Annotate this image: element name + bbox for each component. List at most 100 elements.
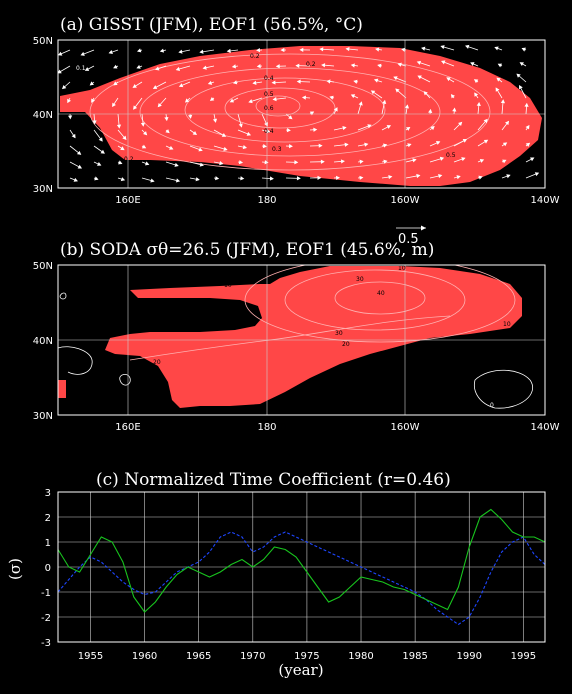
wind-vector-head	[209, 96, 215, 101]
wind-vector-head	[219, 161, 224, 166]
wind-vector-head	[89, 81, 94, 86]
wind-vector-head	[350, 63, 355, 68]
wind-vector-head	[516, 73, 521, 78]
x-tick-label: 1975	[294, 651, 319, 662]
wind-vector-head	[256, 48, 261, 53]
wind-vector-head	[320, 159, 325, 164]
wind-vector-head	[417, 75, 422, 80]
x-tick-label: 180	[257, 195, 276, 206]
wind-vector-head	[483, 139, 489, 144]
wind-vector-head	[68, 115, 73, 120]
wind-vector-head	[421, 46, 426, 51]
panel-c-frame	[57, 491, 546, 643]
wind-vector-head	[98, 137, 103, 142]
panel-b-grid	[58, 265, 545, 415]
y-tick-label: 2	[45, 513, 51, 524]
wind-vector-head	[248, 99, 253, 104]
contour-label: 0.5	[264, 91, 274, 98]
wind-vector-head	[439, 156, 445, 161]
wind-vector-head	[333, 107, 338, 112]
x-axis-label: (year)	[278, 661, 323, 679]
wind-vector-head	[113, 81, 118, 86]
vector-reference: 0.5	[396, 225, 426, 247]
wind-vector-head	[465, 44, 470, 49]
wind-vector-head	[462, 139, 468, 143]
wind-vector-head	[67, 98, 71, 104]
wind-vector-head	[428, 108, 433, 113]
wind-vector-head	[340, 159, 345, 164]
wind-vector-head	[73, 177, 78, 182]
wind-vector-head	[178, 49, 183, 54]
wind-vector-head	[199, 162, 204, 167]
wind-vector-head	[159, 48, 165, 53]
wind-vector-head	[483, 118, 488, 124]
wind-vector-head	[370, 90, 376, 95]
x-tick-label: 140W	[531, 195, 560, 206]
wind-vector-head	[152, 85, 158, 89]
wind-vector-head	[288, 144, 293, 149]
contour-label: 0.4	[264, 128, 274, 135]
x-tick-label: 1995	[511, 651, 536, 662]
panel-b-edge-patch	[58, 380, 66, 398]
wind-vector-head	[272, 97, 277, 102]
wind-vector-head	[226, 48, 231, 53]
wind-vector-head	[423, 91, 428, 96]
wind-vector-head	[155, 66, 160, 71]
wind-vector-head	[238, 123, 243, 128]
wind-vector-head	[524, 102, 529, 107]
wind-vector-head	[238, 160, 244, 165]
series-line-dashed	[58, 531, 545, 626]
wind-vector-head	[295, 63, 300, 68]
wind-vector-head	[407, 143, 412, 148]
wind-vector-head	[294, 160, 299, 165]
wind-vector-head	[136, 48, 142, 53]
wind-vector-head	[397, 62, 402, 67]
wind-vector-head	[474, 92, 479, 97]
wind-vector-head	[519, 62, 524, 67]
panel-b-axis-labels: 50N 40N 30N 160E 180 160W 140W	[33, 261, 560, 433]
x-tick-label: 160E	[115, 195, 140, 206]
contour-label: 0.2	[124, 156, 134, 163]
wind-vector-head	[242, 145, 247, 150]
panel-a-grid	[58, 40, 545, 188]
wind-vector-head	[497, 63, 503, 68]
wind-vector-head	[116, 124, 122, 129]
wind-vector-head	[386, 125, 392, 129]
wind-vector-head	[215, 176, 220, 181]
wind-vector-head	[264, 160, 269, 165]
wind-vector-head	[473, 79, 479, 84]
wind-vector-head	[92, 120, 97, 125]
contour-label: 10	[398, 265, 406, 272]
y-tick-label: 50N	[33, 261, 53, 272]
wind-vector-head	[393, 76, 398, 81]
wind-vector-head	[96, 161, 102, 166]
wind-vector-head	[280, 47, 285, 53]
wind-vector-head	[479, 158, 485, 163]
wind-vector-head	[299, 47, 304, 52]
wind-vector-head	[133, 105, 138, 110]
wind-vector-head	[100, 149, 105, 154]
wind-vector-head	[141, 144, 147, 149]
wind-vector-head	[502, 142, 508, 147]
wind-vector-head	[395, 88, 400, 93]
wind-vector-head	[404, 104, 410, 109]
panel-b-title: (b) SODA σθ=26.5 (JFM), EOF1 (45.6%, m)	[60, 240, 434, 260]
wind-vector-head	[165, 129, 170, 134]
wind-vector-head	[143, 131, 148, 136]
panel-a-contours	[89, 53, 491, 171]
wind-vector-head	[345, 46, 350, 52]
wind-vector-head	[359, 175, 364, 180]
wind-vector-head	[430, 126, 435, 131]
wind-vector-head	[252, 80, 257, 85]
panel-a: (a) GISST (JFM), EOF1 (56.5%, °C) 0.1 0.…	[33, 15, 560, 247]
contour-label: 0.2	[306, 61, 316, 68]
contour-label: 0.3	[272, 146, 282, 153]
wind-vector-head	[534, 172, 540, 177]
x-tick-label: 1970	[240, 651, 265, 662]
wind-vector-head	[350, 94, 356, 99]
y-tick-label: 30N	[33, 184, 53, 195]
wind-vector-head	[232, 80, 238, 85]
wind-vector-head	[301, 95, 307, 100]
y-tick-label: 40N	[33, 336, 53, 347]
wind-vector-head	[122, 135, 127, 140]
